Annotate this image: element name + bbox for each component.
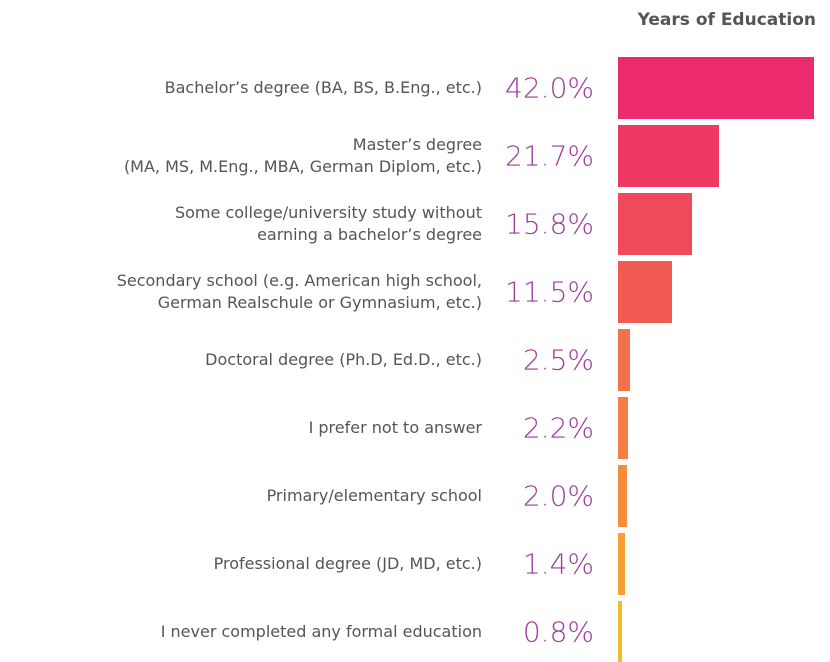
category-label: Doctoral degree (Ph.D, Ed.D., etc.) [205, 350, 482, 369]
bar [618, 125, 720, 187]
value-label: 1.4% [522, 547, 594, 581]
category-label: Primary/elementary school [266, 486, 482, 505]
value-label: 2.2% [522, 411, 594, 445]
category-label: I never completed any formal education [160, 622, 482, 641]
bar [618, 601, 622, 662]
bar [618, 57, 814, 119]
value-label: 15.8% [505, 207, 594, 241]
value-label: 0.8% [522, 615, 594, 649]
category-label: Bachelor’s degree (BA, BS, B.Eng., etc.) [164, 78, 482, 97]
category-label: I prefer not to answer [308, 418, 482, 437]
bar [618, 261, 672, 323]
category-label: Master’s degree (MA, MS, M.Eng., MBA, Ge… [123, 135, 482, 176]
value-label: 11.5% [505, 275, 594, 309]
bar [618, 397, 629, 459]
category-label: Secondary school (e.g. American high sch… [116, 271, 482, 312]
value-label: 21.7% [505, 139, 594, 173]
bar [618, 193, 692, 255]
bar [618, 533, 625, 595]
bar [618, 329, 630, 391]
value-label: 2.0% [522, 479, 594, 513]
bar [618, 465, 628, 527]
chart-title: Years of Education [637, 10, 816, 30]
value-label: 42.0% [505, 71, 594, 105]
category-label: Professional degree (JD, MD, etc.) [213, 554, 482, 573]
category-label: Some college/university study without ea… [174, 203, 482, 244]
value-label: 2.5% [522, 343, 594, 377]
